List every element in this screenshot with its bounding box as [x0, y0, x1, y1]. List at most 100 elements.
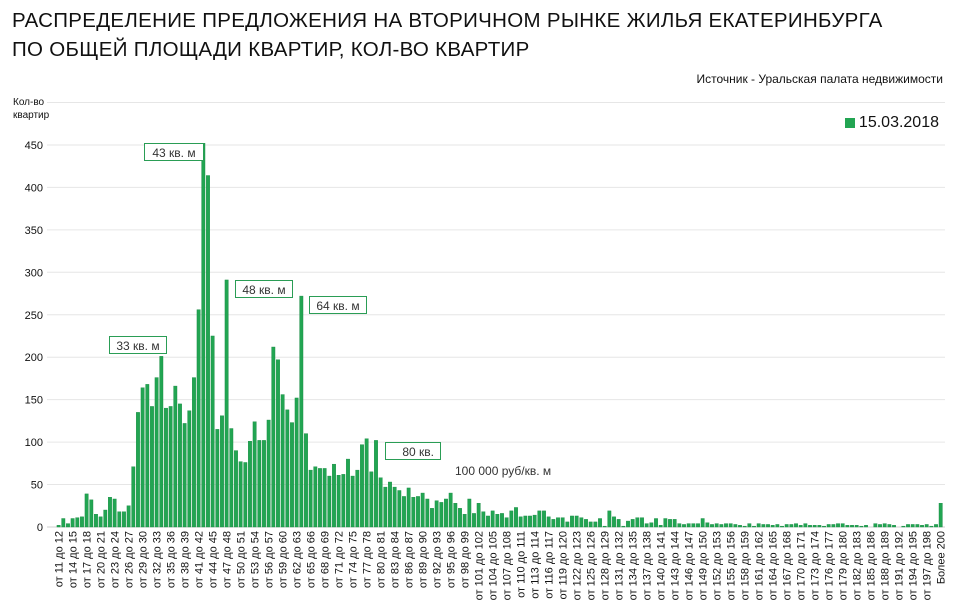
bar	[84, 493, 89, 528]
x-tick-label: от 65 до 66	[306, 531, 318, 588]
bar	[770, 525, 775, 528]
y-axis-label: Кол-во квартир	[13, 96, 49, 122]
y-tick-label: 150	[25, 395, 43, 407]
bar	[66, 523, 70, 528]
bar	[873, 523, 878, 528]
bar	[201, 143, 206, 528]
bar	[551, 519, 556, 528]
x-tick-label: от 161 до 162	[754, 531, 766, 600]
legend-label: 15.03.2018	[858, 114, 939, 131]
bar	[420, 492, 425, 528]
bar	[476, 503, 481, 528]
x-tick-label: от 80 до 81	[376, 531, 388, 588]
bar	[906, 524, 910, 528]
annotation-price: 100 000 руб/кв. м	[455, 464, 552, 478]
x-tick-label: от 119 до 120	[558, 531, 570, 600]
bar	[808, 525, 812, 528]
bar	[150, 406, 154, 528]
bar	[458, 508, 462, 528]
bar	[262, 440, 266, 528]
bar	[388, 481, 392, 528]
bar	[336, 475, 341, 528]
y-tick-label: 250	[25, 310, 43, 322]
bar	[798, 525, 803, 528]
x-tick-label: от 77 до 78	[362, 531, 374, 588]
annotation-43: 43 кв. м	[144, 143, 204, 161]
bar	[910, 524, 915, 528]
y-axis-label-line-1: Кол-во	[13, 97, 45, 108]
x-tick-label: от 140 до 141	[656, 531, 668, 600]
x-tick-label: от 176 до 177	[824, 531, 836, 600]
bar	[836, 523, 840, 528]
title-line-2: ПО ОБЩЕЙ ПЛОЩАДИ КВАРТИР, КОЛ-ВО КВАРТИР	[12, 38, 530, 61]
bar	[756, 523, 761, 528]
bar	[266, 419, 271, 528]
bar	[131, 466, 136, 528]
bar	[738, 525, 742, 528]
bar	[369, 471, 374, 528]
bar	[588, 521, 593, 528]
bar	[346, 458, 350, 528]
x-tick-label: от 44 до 45	[208, 531, 220, 588]
x-tick-label: от 20 до 21	[96, 531, 108, 588]
bar	[840, 523, 845, 528]
x-tick-label: от 11 до 12	[54, 531, 66, 587]
x-tick-label: от 149 до 150	[698, 531, 710, 600]
bar	[789, 524, 794, 528]
title-line-1: РАСПРЕДЕЛЕНИЕ ПРЕДЛОЖЕНИЯ НА ВТОРИЧНОМ Р…	[12, 9, 883, 32]
bars	[56, 143, 943, 528]
bar	[523, 515, 528, 528]
bar	[747, 523, 752, 528]
bar	[453, 503, 458, 528]
bar	[532, 514, 537, 528]
bar	[164, 407, 168, 528]
bar	[668, 519, 672, 528]
bar	[397, 490, 402, 528]
x-tick-label: от 158 до 159	[740, 531, 752, 600]
bar	[122, 511, 126, 528]
bar	[94, 514, 98, 528]
bar	[616, 519, 621, 528]
x-tick-label: от 113 до 114	[530, 531, 542, 599]
bar	[938, 503, 943, 528]
bar	[859, 525, 864, 528]
bar	[182, 423, 187, 528]
x-tick-label: от 131 до 132	[614, 531, 626, 600]
x-tick-label: от 26 до 27	[124, 531, 136, 588]
x-tick-label: от 74 до 75	[348, 531, 360, 588]
bar	[136, 412, 140, 528]
bar	[350, 475, 355, 528]
bar	[322, 468, 327, 528]
x-tick-label: от 194 до 195	[908, 531, 920, 600]
x-tick-label: от 146 до 147	[684, 531, 696, 600]
bar	[714, 523, 719, 528]
bar	[220, 415, 224, 528]
bar	[290, 422, 294, 528]
y-tick-label: 300	[25, 267, 43, 279]
x-tick-label: от 110 до 111	[516, 531, 528, 598]
bar	[392, 486, 397, 528]
x-tick-label: от 17 до 18	[82, 531, 94, 588]
bar	[173, 385, 178, 528]
x-tick-label: от 104 до 105	[488, 531, 500, 600]
bar	[812, 525, 817, 528]
bar	[794, 523, 798, 528]
x-tick-label: от 143 до 144	[670, 531, 682, 600]
x-tick-label: от 32 до 33	[152, 531, 164, 588]
bar	[192, 377, 196, 528]
y-tick-label: 200	[25, 352, 43, 364]
bar	[817, 525, 822, 528]
bar	[504, 517, 509, 528]
bar	[243, 462, 248, 528]
bar	[271, 346, 276, 528]
bar	[168, 406, 173, 528]
x-tick-label: от 134 до 135	[628, 531, 640, 600]
bar	[234, 450, 238, 528]
x-tick-label: от 125 до 126	[586, 531, 598, 600]
bar	[341, 474, 346, 528]
y-axis-label-line-2: квартир	[13, 110, 50, 121]
bar	[593, 521, 598, 528]
bar	[831, 524, 836, 528]
bar	[728, 523, 733, 528]
bar	[677, 523, 682, 528]
